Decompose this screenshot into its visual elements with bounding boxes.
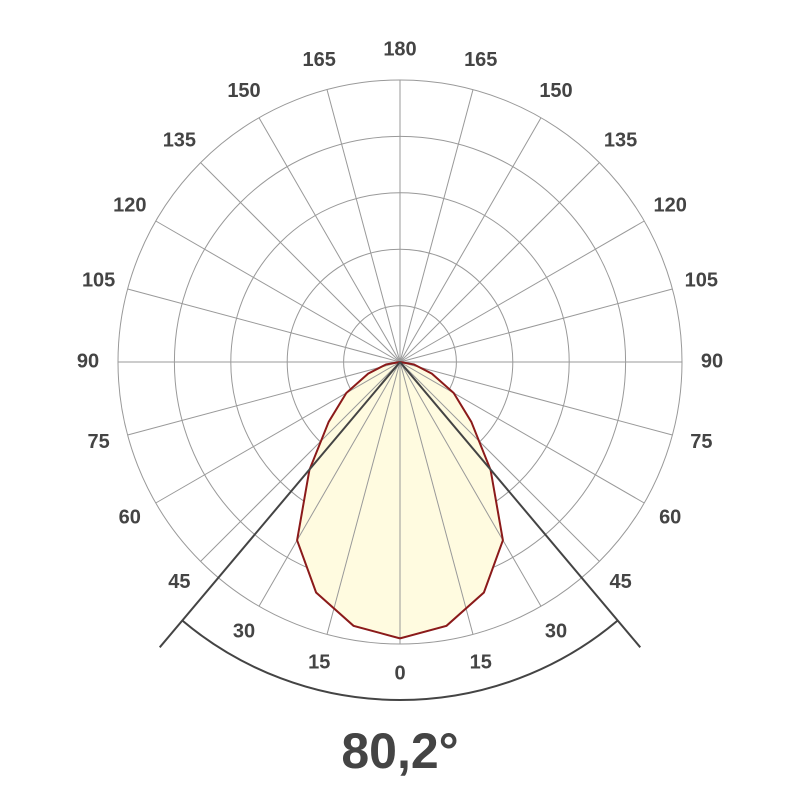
angle-label: 90 (77, 350, 99, 372)
angle-label: 165 (464, 49, 497, 71)
angle-label: 45 (609, 571, 631, 593)
angle-label: 15 (470, 652, 492, 674)
angle-label: 30 (233, 620, 255, 642)
grid-spoke (326, 89, 401, 363)
angle-label: 15 (308, 652, 330, 674)
grid-spoke (200, 361, 401, 562)
angle-label: 135 (163, 130, 196, 152)
light-area (297, 362, 400, 639)
grid-spoke (399, 361, 645, 504)
angle-label: 0 (394, 662, 405, 684)
angle-label: 150 (539, 80, 572, 102)
grid-spoke (258, 117, 401, 363)
angle-label: 90 (701, 350, 723, 372)
grid-spoke (258, 361, 401, 607)
light-curve (296, 361, 401, 640)
grid-spoke (399, 361, 600, 562)
grid-spoke (200, 162, 401, 363)
angle-label: 180 (383, 38, 416, 60)
beam-line (158, 361, 401, 648)
grid-spoke (155, 220, 401, 363)
angle-label: 150 (227, 80, 260, 102)
angle-label: 135 (604, 130, 637, 152)
grid-spoke (127, 361, 401, 436)
beam-angle-label: 80,2° (341, 723, 458, 779)
angle-label: 60 (659, 506, 681, 528)
grid-spoke (399, 288, 673, 363)
grid-spoke (399, 220, 645, 363)
angle-label: 30 (545, 620, 567, 642)
grid-spoke (326, 361, 401, 635)
grid-spoke (155, 361, 401, 504)
angle-label: 105 (82, 270, 115, 292)
beam-line (399, 361, 642, 648)
grid-spoke (399, 361, 542, 607)
angle-label: 120 (113, 194, 146, 216)
grid-spoke (399, 361, 474, 635)
angle-label: 75 (690, 431, 712, 453)
angle-label: 60 (119, 506, 141, 528)
grid-spoke (399, 89, 474, 363)
angle-label: 165 (303, 49, 336, 71)
angle-label: 45 (168, 571, 190, 593)
grid-spoke (399, 117, 542, 363)
grid-spoke (127, 288, 401, 363)
light-curve (399, 361, 504, 640)
grid-spoke (399, 361, 673, 436)
angle-label: 75 (88, 431, 110, 453)
angle-label: 105 (685, 270, 718, 292)
angle-label: 120 (654, 194, 687, 216)
grid-spoke (399, 162, 600, 363)
beam-arc (181, 619, 619, 701)
light-area (400, 362, 503, 639)
